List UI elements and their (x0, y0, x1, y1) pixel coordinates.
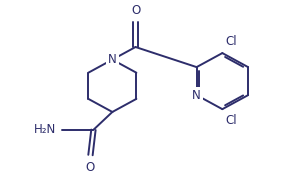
Text: H₂N: H₂N (34, 123, 56, 136)
Text: N: N (192, 89, 201, 102)
Text: O: O (131, 4, 140, 17)
Text: Cl: Cl (225, 114, 237, 127)
Text: O: O (86, 161, 95, 174)
Text: N: N (108, 53, 117, 66)
Text: Cl: Cl (225, 35, 237, 48)
